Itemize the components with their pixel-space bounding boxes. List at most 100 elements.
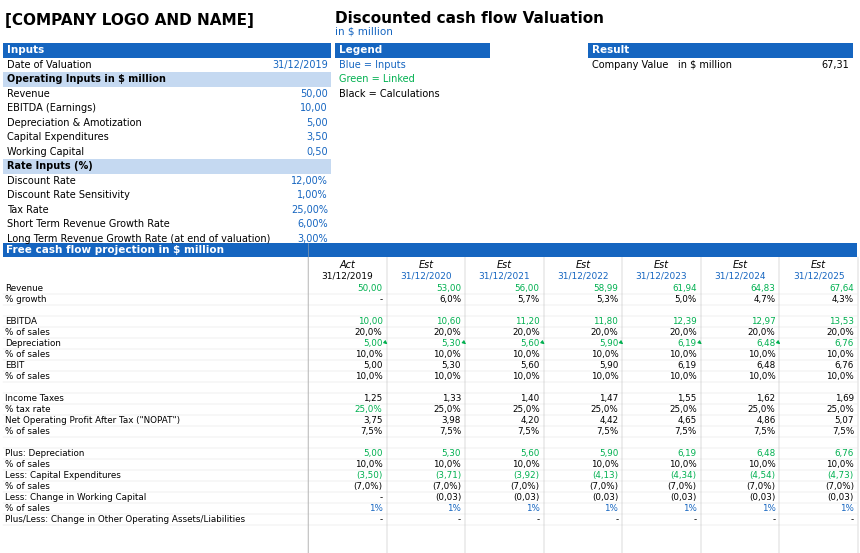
Bar xyxy=(588,43,853,58)
Text: 20,0%: 20,0% xyxy=(591,328,618,337)
Text: (4,34): (4,34) xyxy=(671,471,697,480)
Text: 7,5%: 7,5% xyxy=(439,427,461,436)
Text: 25,0%: 25,0% xyxy=(669,405,697,414)
Bar xyxy=(335,43,490,58)
Text: 10,0%: 10,0% xyxy=(591,460,618,469)
Text: 5,60: 5,60 xyxy=(520,449,540,458)
Text: 10,0%: 10,0% xyxy=(747,460,776,469)
Text: Est: Est xyxy=(811,260,826,270)
Text: Depreciation & Amotization: Depreciation & Amotization xyxy=(7,118,142,128)
Text: EBITDA (Earnings): EBITDA (Earnings) xyxy=(7,103,96,113)
Text: 1,40: 1,40 xyxy=(520,394,540,403)
Text: 25,0%: 25,0% xyxy=(512,405,540,414)
Text: 12,97: 12,97 xyxy=(751,317,776,326)
Text: 10,0%: 10,0% xyxy=(355,372,383,381)
Text: % of sales: % of sales xyxy=(5,350,50,359)
Text: 6,48: 6,48 xyxy=(756,449,776,458)
Text: 4,7%: 4,7% xyxy=(753,295,776,304)
Text: -: - xyxy=(615,515,618,524)
Text: 3,00%: 3,00% xyxy=(298,234,328,244)
Text: Less: Change in Working Capital: Less: Change in Working Capital xyxy=(5,493,146,502)
Text: 6,76: 6,76 xyxy=(835,361,854,370)
Text: 4,65: 4,65 xyxy=(678,416,697,425)
Text: (3,92): (3,92) xyxy=(513,471,540,480)
Text: 50,00: 50,00 xyxy=(358,284,383,293)
Text: 56,00: 56,00 xyxy=(515,284,540,293)
Text: 5,00: 5,00 xyxy=(363,449,383,458)
Text: 5,0%: 5,0% xyxy=(674,295,697,304)
Text: 5,90: 5,90 xyxy=(599,449,618,458)
Text: Rate Inputs (%): Rate Inputs (%) xyxy=(7,161,93,171)
Text: 5,7%: 5,7% xyxy=(518,295,540,304)
Text: 5,07: 5,07 xyxy=(834,416,854,425)
Text: 1%: 1% xyxy=(605,504,618,513)
Text: 10,0%: 10,0% xyxy=(355,350,383,359)
Text: % of sales: % of sales xyxy=(5,504,50,513)
Text: Est: Est xyxy=(418,260,433,270)
Text: (4,73): (4,73) xyxy=(827,471,854,480)
Text: (7,0%): (7,0%) xyxy=(667,482,697,491)
Text: Revenue: Revenue xyxy=(7,88,50,99)
Text: EBIT: EBIT xyxy=(5,361,24,370)
Text: % of sales: % of sales xyxy=(5,372,50,381)
Text: Discount Rate Sensitivity: Discount Rate Sensitivity xyxy=(7,190,130,200)
Text: Blue = Inputs: Blue = Inputs xyxy=(339,60,406,70)
Text: % of sales: % of sales xyxy=(5,460,50,469)
Text: (3,71): (3,71) xyxy=(435,471,461,480)
Text: 25,0%: 25,0% xyxy=(826,405,854,414)
Text: Est: Est xyxy=(497,260,512,270)
Text: 25,0%: 25,0% xyxy=(433,405,461,414)
Text: 20,0%: 20,0% xyxy=(669,328,697,337)
Text: 31/12/2021: 31/12/2021 xyxy=(479,272,531,280)
Text: 6,0%: 6,0% xyxy=(439,295,461,304)
Text: 7,5%: 7,5% xyxy=(596,427,618,436)
Text: (0,03): (0,03) xyxy=(435,493,461,502)
Text: 20,0%: 20,0% xyxy=(512,328,540,337)
Text: Capital Expenditures: Capital Expenditures xyxy=(7,132,108,142)
Text: 5,90: 5,90 xyxy=(599,361,618,370)
Text: 10,0%: 10,0% xyxy=(747,350,776,359)
Text: % of sales: % of sales xyxy=(5,482,50,491)
Text: 64,83: 64,83 xyxy=(751,284,776,293)
Text: 31/12/2022: 31/12/2022 xyxy=(557,272,609,280)
Text: 12,39: 12,39 xyxy=(673,317,697,326)
Text: 7,5%: 7,5% xyxy=(674,427,697,436)
Text: 61,94: 61,94 xyxy=(673,284,697,293)
Text: 31/12/2019: 31/12/2019 xyxy=(273,60,328,70)
Text: -: - xyxy=(379,295,383,304)
Text: 10,0%: 10,0% xyxy=(591,350,618,359)
Text: 1,47: 1,47 xyxy=(599,394,618,403)
Text: 7,5%: 7,5% xyxy=(518,427,540,436)
Text: 4,3%: 4,3% xyxy=(832,295,854,304)
Text: 6,19: 6,19 xyxy=(678,361,697,370)
Text: Est: Est xyxy=(733,260,747,270)
Text: Green = Linked: Green = Linked xyxy=(339,74,415,84)
Text: 3,75: 3,75 xyxy=(363,416,383,425)
Text: 5,3%: 5,3% xyxy=(596,295,618,304)
Text: 5,30: 5,30 xyxy=(442,449,461,458)
Text: 20,0%: 20,0% xyxy=(747,328,776,337)
Text: Date of Valuation: Date of Valuation xyxy=(7,60,92,70)
Text: 6,76: 6,76 xyxy=(835,339,854,348)
Text: 5,00: 5,00 xyxy=(363,339,383,348)
Text: 58,99: 58,99 xyxy=(593,284,618,293)
Text: 53,00: 53,00 xyxy=(436,284,461,293)
Text: EBITDA: EBITDA xyxy=(5,317,37,326)
Text: Short Term Revenue Growth Rate: Short Term Revenue Growth Rate xyxy=(7,219,169,229)
Text: Revenue: Revenue xyxy=(5,284,43,293)
Text: in $ million: in $ million xyxy=(335,26,393,36)
Text: 4,86: 4,86 xyxy=(756,416,776,425)
Text: 6,00%: 6,00% xyxy=(298,219,328,229)
Text: (0,03): (0,03) xyxy=(671,493,697,502)
Text: 10,0%: 10,0% xyxy=(433,350,461,359)
Text: Long Term Revenue Growth Rate (at end of valuation): Long Term Revenue Growth Rate (at end of… xyxy=(7,234,270,244)
Text: 7,5%: 7,5% xyxy=(832,427,854,436)
Text: 5,30: 5,30 xyxy=(442,339,461,348)
Text: 10,0%: 10,0% xyxy=(512,460,540,469)
Text: 1%: 1% xyxy=(683,504,697,513)
Text: 10,0%: 10,0% xyxy=(355,460,383,469)
Text: Discounted cash flow Valuation: Discounted cash flow Valuation xyxy=(335,11,604,26)
Text: (0,03): (0,03) xyxy=(592,493,618,502)
Text: 1%: 1% xyxy=(840,504,854,513)
Text: [COMPANY LOGO AND NAME]: [COMPANY LOGO AND NAME] xyxy=(5,13,254,28)
